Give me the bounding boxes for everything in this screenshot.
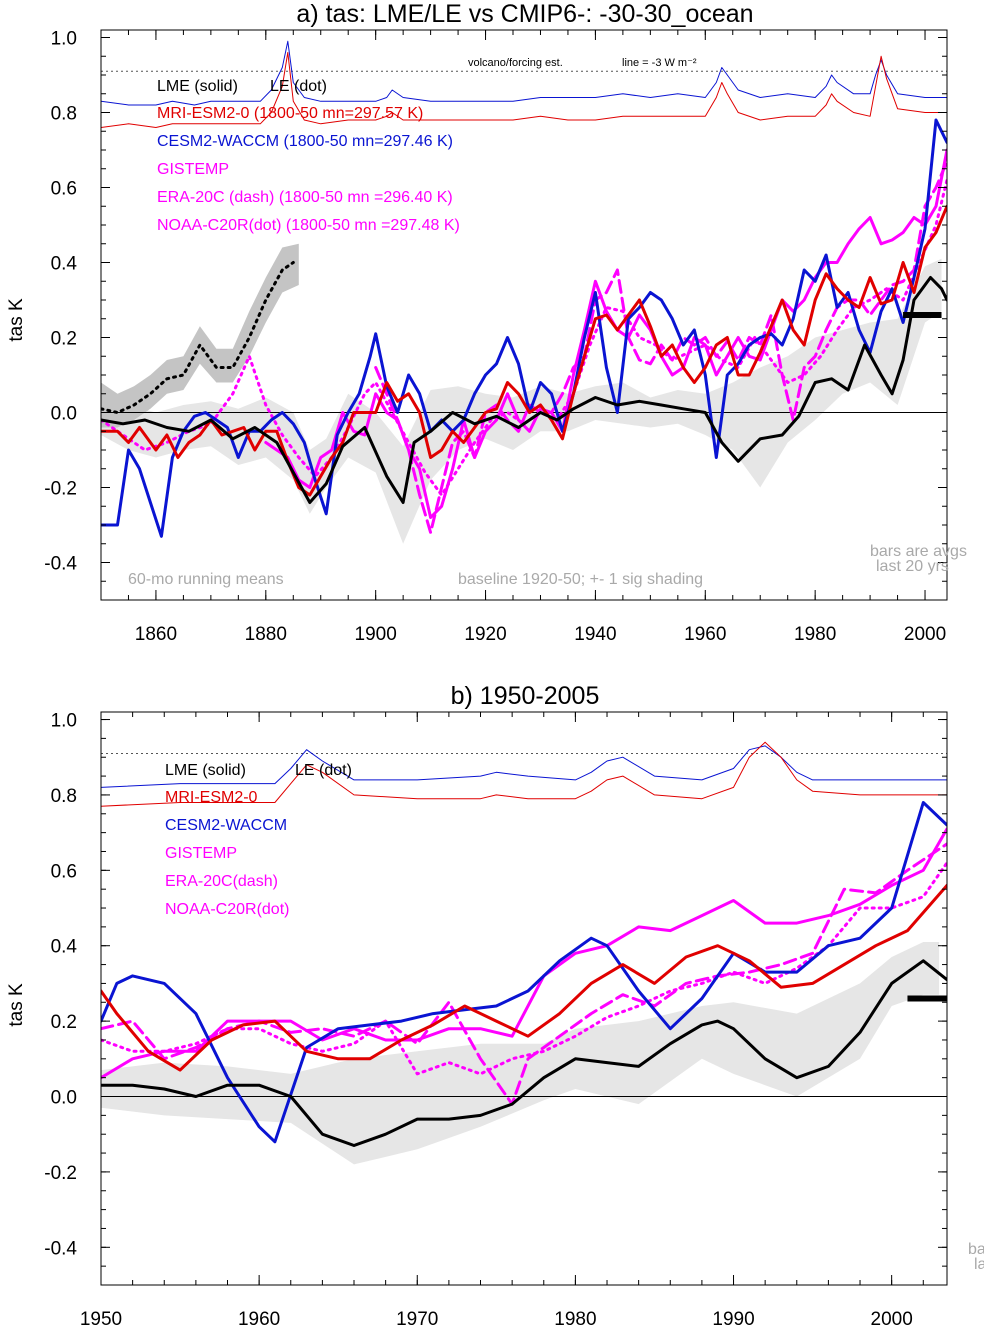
y-tick-label: 1.0 xyxy=(51,711,77,732)
note-bars-1: bars are avgs xyxy=(870,543,967,560)
legend-le: LE (dot) xyxy=(270,78,327,95)
panel-b-y-axis-label: tas K xyxy=(6,983,27,1027)
panel-b: b) 1950-2005 tas K -0.4 -0.2 0.0 0.2 0.4 0.6 0… xyxy=(6,682,984,1325)
series-cesm-line xyxy=(101,801,947,1144)
x-tick-label: 1950 xyxy=(80,1309,122,1325)
x-tick-label: 2000 xyxy=(871,1309,913,1325)
panel-b-plot-area: -0.4 -0.2 0.0 0.2 0.4 0.6 0.8 1.0 1950 1960 1970 19… xyxy=(44,711,948,1325)
panel-b-title: b) 1950-2005 xyxy=(451,682,600,710)
y-tick-label: -0.4 xyxy=(44,554,77,575)
legend-cesm: CESM2-WACCM (1800-50 mn=297.46 K) xyxy=(157,133,453,150)
y-tick-label: -0.2 xyxy=(44,1163,77,1184)
legend-b-era20c: ERA-20C(dash) xyxy=(165,873,278,890)
y-tick-label: 0.6 xyxy=(51,861,77,882)
series-cesm-line xyxy=(101,118,947,538)
x-tick-label: 1990 xyxy=(712,1309,754,1325)
forcing-mri-line xyxy=(101,52,947,128)
x-tick-label: 1920 xyxy=(464,624,506,645)
lme-spread-band xyxy=(101,942,940,1165)
y-tick-label: 0.8 xyxy=(51,786,77,807)
forcing-cesm-line xyxy=(101,40,947,106)
note-bars-2: last 20 yrs xyxy=(876,558,949,575)
x-tick-label: 1980 xyxy=(554,1309,596,1325)
y-tick-label: 1.0 xyxy=(51,29,77,50)
panel-a: a) tas: LME/LE vs CMIP6-: -30-30_ocean t… xyxy=(6,0,967,645)
series-lme-line xyxy=(101,959,947,1147)
plot-frame xyxy=(100,711,948,1286)
forcing-mri-line xyxy=(101,741,947,807)
panel-a-y-axis-label: tas K xyxy=(6,298,27,342)
x-tick-label: 2000 xyxy=(904,624,946,645)
legend-era20c: ERA-20C (dash) (1800-50 mn =296.40 K) xyxy=(157,189,453,206)
legend-b-gistemp: GISTEMP xyxy=(165,845,237,862)
y-tick-label: 0.8 xyxy=(51,104,77,125)
x-tick-label: 1970 xyxy=(396,1309,438,1325)
legend-mri: MRI-ESM2-0 (1800-50 mn=297.57 K) xyxy=(157,105,423,122)
legend-b-mri: MRI-ESM2-0 xyxy=(165,789,258,806)
series-mri-line xyxy=(101,883,947,1072)
y-tick-label: -0.4 xyxy=(44,1238,77,1259)
series-le-line xyxy=(101,261,295,414)
panel-a-title: a) tas: LME/LE vs CMIP6-: -30-30_ocean xyxy=(296,0,753,28)
series-noaa-line xyxy=(101,178,947,497)
plot-inner xyxy=(101,741,947,1165)
plot-frame xyxy=(100,29,948,601)
x-tick-label: 1860 xyxy=(135,624,177,645)
series-lme-line xyxy=(101,276,947,504)
forcing-label: volcano/forcing est. xyxy=(468,57,563,69)
y-tick-label: -0.2 xyxy=(44,479,77,500)
panel-b-legend: LME (solid) LE (dot) MRI-ESM2-0 CESM2-WA… xyxy=(165,762,984,1273)
legend-b-lme: LME (solid) xyxy=(165,762,246,779)
x-tick-label: 1900 xyxy=(355,624,397,645)
legend-gistemp: GISTEMP xyxy=(157,161,229,178)
plot-inner xyxy=(101,40,947,544)
x-tick-label: 1880 xyxy=(245,624,287,645)
le-spread-band xyxy=(101,243,299,428)
y-tick-label: 0.4 xyxy=(51,937,78,958)
y-tick-label: 0.4 xyxy=(51,254,78,275)
x-tick-label: 1960 xyxy=(238,1309,280,1325)
note-running-means: 60-mo running means xyxy=(128,571,284,588)
series-mri-line xyxy=(101,204,947,497)
legend-lme: LME (solid) xyxy=(157,78,238,95)
forcing-line-label: line = -3 W m⁻² xyxy=(622,57,697,69)
y-tick-label: 0.2 xyxy=(51,329,77,350)
x-tick-label: 1960 xyxy=(684,624,726,645)
y-tick-label: 0.2 xyxy=(51,1012,77,1033)
x-tick-label: 1940 xyxy=(574,624,616,645)
series-gis-line xyxy=(101,827,947,1080)
note-b-bars-1: ba xyxy=(968,1241,984,1258)
legend-noaa-c20r: NOAA-C20R(dot) (1800-50 mn =297.48 K) xyxy=(157,217,460,234)
legend-b-cesm: CESM2-WACCM xyxy=(165,817,287,834)
legend-b-le: LE (dot) xyxy=(295,762,352,779)
y-tick-label: 0.0 xyxy=(51,1088,77,1109)
y-tick-label: 0.0 xyxy=(51,404,77,425)
note-baseline: baseline 1920-50; +- 1 sig shading xyxy=(458,571,703,588)
y-tick-label: 0.6 xyxy=(51,179,77,200)
note-b-bars-2: la xyxy=(974,1256,984,1273)
panel-a-legend: LME (solid) LE (dot) MRI-ESM2-0 (1800-50… xyxy=(128,57,967,588)
x-tick-label: 1980 xyxy=(794,624,836,645)
panel-a-plot-area: -0.4 -0.2 0.0 0.2 0.4 0.6 0.8 1.0 1860 1880 1900 19… xyxy=(44,29,948,645)
legend-b-noaa-c20r: NOAA-C20R(dot) xyxy=(165,901,289,918)
